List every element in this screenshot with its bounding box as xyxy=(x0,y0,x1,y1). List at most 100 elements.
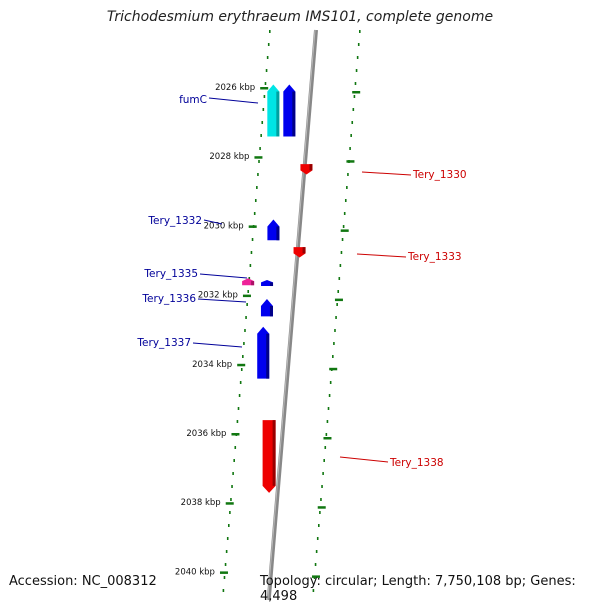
guide-dot xyxy=(222,589,225,592)
gene-tery-1338[interactable] xyxy=(262,420,276,493)
gene-tery-1336[interactable] xyxy=(260,299,273,317)
guide-dot xyxy=(336,303,338,306)
guide-dot xyxy=(260,134,262,137)
guide-dot xyxy=(344,199,347,202)
guide-dot xyxy=(337,290,340,293)
gene-label-tery-1330[interactable]: Tery_1330 xyxy=(412,169,467,181)
tick-label: 2030 kbp xyxy=(204,221,244,231)
gene-label-tery-1336[interactable]: Tery_1336 xyxy=(141,293,196,305)
gene-body xyxy=(262,420,276,493)
guide-dot xyxy=(230,498,232,501)
guide-dot xyxy=(323,459,325,462)
guide-dot xyxy=(248,277,251,280)
guide-dot xyxy=(335,316,337,319)
accession-text: Accession: NC_008312 xyxy=(9,574,157,589)
guide-dot xyxy=(312,589,315,592)
guide-dot xyxy=(229,511,231,514)
guide-dot xyxy=(339,264,342,267)
gene-labels: fumC Tery_1330 Tery_1332 Tery_1333 Tery_1335… xyxy=(136,94,466,469)
guide-dot xyxy=(239,381,242,384)
tick-mark xyxy=(237,363,246,367)
guide-dot xyxy=(317,524,320,527)
label-leader-line xyxy=(192,342,243,348)
guide-dot xyxy=(356,56,359,59)
guide-dot xyxy=(265,69,268,72)
tick-mark xyxy=(254,156,263,159)
guide-dot xyxy=(355,69,358,72)
guide-dot xyxy=(262,108,265,111)
tick-label: 2036 kbp xyxy=(186,429,226,439)
guide-dot xyxy=(359,30,361,33)
tick-mark-right xyxy=(311,575,320,578)
guide-dot xyxy=(266,56,269,59)
tick-label: 2038 kbp xyxy=(181,498,221,508)
guide-dot xyxy=(224,563,227,566)
gene-label-tery-1333[interactable]: Tery_1333 xyxy=(407,251,462,263)
left-dotted-guide xyxy=(222,30,271,592)
gene-tery-1332[interactable] xyxy=(267,219,280,241)
guide-dot xyxy=(350,134,352,137)
guide-dot xyxy=(227,524,230,527)
genes-layer xyxy=(242,84,313,493)
gene-shade xyxy=(269,305,273,317)
gene-label-tery-1338[interactable]: Tery_1338 xyxy=(389,457,444,469)
guide-dot xyxy=(250,251,253,254)
guide-dot xyxy=(322,472,324,475)
label-leader-line xyxy=(361,171,412,176)
guide-dot xyxy=(343,212,346,215)
gene-label-tery-1332[interactable]: Tery_1332 xyxy=(147,215,202,227)
gene-label-tery-1335[interactable]: Tery_1335 xyxy=(143,268,198,280)
guide-dot xyxy=(341,238,344,241)
label-leader-line xyxy=(197,298,247,303)
guide-dot xyxy=(225,550,228,553)
tick-mark-right xyxy=(334,298,343,302)
guide-dot xyxy=(267,43,270,46)
guide-dot xyxy=(264,82,267,85)
guide-dot xyxy=(353,95,356,98)
guide-dot xyxy=(233,459,235,462)
guide-dot xyxy=(223,576,226,579)
gene-fumC[interactable] xyxy=(267,84,280,137)
gene-tery-1337[interactable] xyxy=(257,326,270,379)
guide-dot xyxy=(354,82,357,85)
tick-mark-right xyxy=(346,160,355,163)
tick-mark xyxy=(225,502,234,505)
label-leader-line xyxy=(356,253,407,258)
guide-dot xyxy=(320,498,322,501)
map-title: Trichodesmium erythraeum IMS101, complet… xyxy=(106,9,494,25)
gene-shade xyxy=(266,333,270,379)
gene-shade xyxy=(270,282,274,287)
gene-label-tery-1337[interactable]: Tery_1337 xyxy=(136,337,191,349)
guide-dot xyxy=(245,316,247,319)
gene-label-fumC[interactable]: fumC xyxy=(179,94,207,106)
tick-label: 2026 kbp xyxy=(215,83,255,93)
guide-dot xyxy=(324,446,327,449)
tick-label: 2040 kbp xyxy=(175,567,215,577)
tick-mark xyxy=(260,87,269,90)
gene-tery-1333[interactable] xyxy=(293,247,306,258)
gene-tery-1335[interactable] xyxy=(242,278,255,286)
guide-dot xyxy=(346,186,348,189)
guide-dot xyxy=(253,212,256,215)
guide-dot xyxy=(236,420,239,423)
gene-tery-1335-small[interactable] xyxy=(261,280,274,287)
guide-dot xyxy=(328,394,331,397)
guide-dot xyxy=(319,511,321,514)
tick-mark xyxy=(248,225,257,228)
guide-dot xyxy=(243,342,245,345)
gene-fumC-neighbor[interactable] xyxy=(283,84,296,137)
gene-tery-1330[interactable] xyxy=(300,164,313,175)
guide-dot xyxy=(332,355,334,358)
guide-dot xyxy=(316,537,319,540)
backbone-line xyxy=(266,29,318,600)
tick-mark-right xyxy=(340,229,349,232)
tick-mark xyxy=(231,433,240,436)
guide-dot xyxy=(231,485,233,488)
guide-dot xyxy=(338,277,341,280)
tick-label: 2032 kbp xyxy=(198,291,238,301)
tick-mark-right xyxy=(329,367,338,371)
backbone-highlight xyxy=(267,29,316,600)
tick-mark xyxy=(242,294,251,298)
guide-dot xyxy=(340,251,343,254)
label-leader-line xyxy=(339,456,389,463)
